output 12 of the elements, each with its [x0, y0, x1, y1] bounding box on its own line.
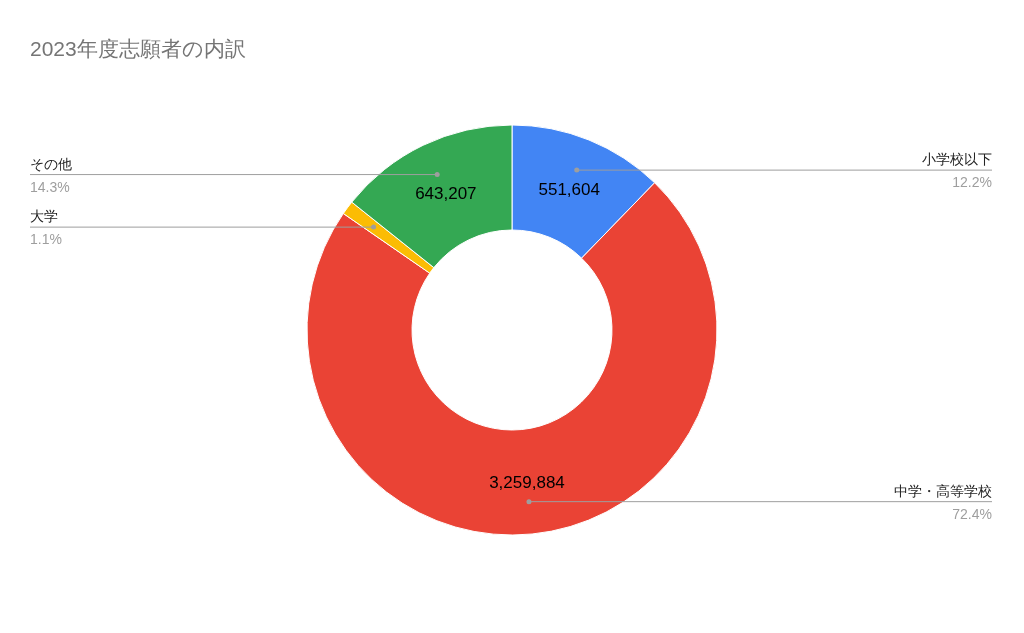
slice-label: 中学・高等学校 [894, 482, 992, 499]
slice-label: 大学 [30, 208, 58, 225]
text: 14.3% [30, 178, 70, 195]
data-label: 643,207 [415, 183, 477, 203]
slice-label: その他 [30, 155, 72, 172]
data-label: 3,259,884 [489, 472, 565, 492]
text: 1.1% [30, 231, 62, 248]
text: 72.4% [952, 505, 992, 522]
data-label: 551,604 [538, 179, 600, 199]
chart-title: 2023年度志願者の内訳 [30, 37, 246, 60]
text: 12.2% [952, 174, 992, 191]
slice-label: 小学校以下 [922, 151, 992, 168]
